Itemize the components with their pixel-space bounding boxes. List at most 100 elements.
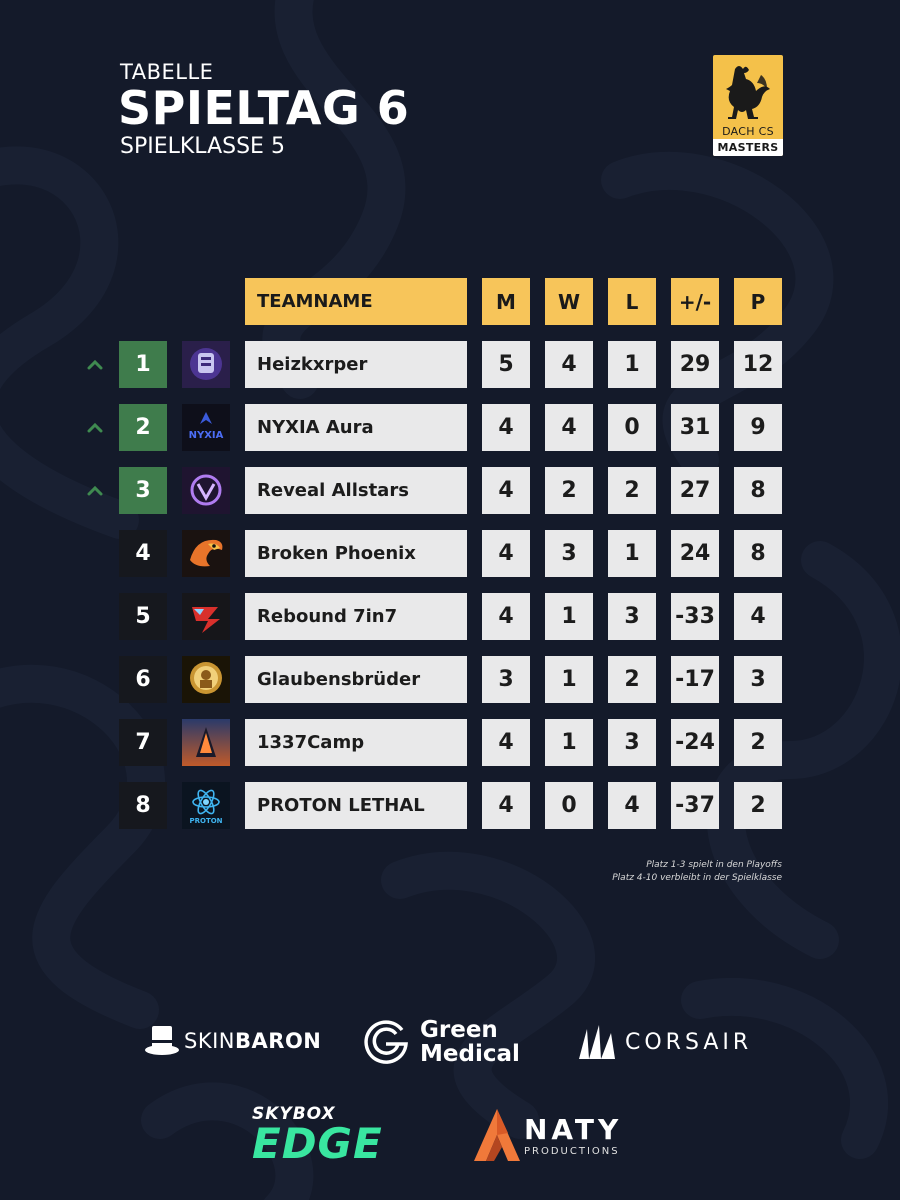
team-name: Broken Phoenix bbox=[245, 530, 467, 577]
stat-p: 12 bbox=[734, 341, 782, 388]
skinbaron-bold: BARON bbox=[235, 1029, 322, 1053]
edge-text: EDGE bbox=[252, 1119, 383, 1168]
stat-p: 9 bbox=[734, 404, 782, 451]
stat-diff: -33 bbox=[671, 593, 719, 640]
stat-diff: 31 bbox=[671, 404, 719, 451]
phoenix-logo-icon bbox=[182, 530, 230, 577]
rank-badge: 3 bbox=[119, 467, 167, 514]
stat-m: 5 bbox=[482, 341, 530, 388]
team-name: Heizkxrper bbox=[245, 341, 467, 388]
stat-l: 2 bbox=[608, 656, 656, 703]
anaty-sub-text: PRODUCTIONS bbox=[524, 1146, 620, 1157]
nyxia-logo-icon: NYXIA bbox=[182, 404, 230, 451]
stat-m: 4 bbox=[482, 530, 530, 577]
dach-cs-masters-logo: DACH CS MASTERS bbox=[713, 55, 783, 156]
stat-diff: -17 bbox=[671, 656, 719, 703]
green-medical-line1: Green bbox=[420, 1017, 498, 1043]
stat-diff: 24 bbox=[671, 530, 719, 577]
stat-diff: 29 bbox=[671, 341, 719, 388]
rank-badge: 1 bbox=[119, 341, 167, 388]
page-title: SPIELTAG 6 bbox=[118, 81, 410, 135]
team-name: Glaubensbrüder bbox=[245, 656, 467, 703]
column-header-l: L bbox=[608, 278, 656, 325]
column-header-w: W bbox=[545, 278, 593, 325]
stat-m: 4 bbox=[482, 719, 530, 766]
stat-w: 4 bbox=[545, 341, 593, 388]
top-hat-icon bbox=[145, 1026, 179, 1055]
sponsor-green-medical: Green Medical bbox=[362, 1017, 520, 1067]
stat-l: 3 bbox=[608, 593, 656, 640]
promotion-chevron-icon bbox=[87, 423, 103, 433]
anaty-text: NATY bbox=[524, 1113, 623, 1146]
stat-m: 3 bbox=[482, 656, 530, 703]
stat-m: 4 bbox=[482, 782, 530, 829]
skinbaron-thin: SKIN bbox=[184, 1029, 236, 1053]
rank-badge: 6 bbox=[119, 656, 167, 703]
stat-diff: 27 bbox=[671, 467, 719, 514]
rebound-logo-icon bbox=[182, 593, 230, 640]
note-playoffs: Platz 1-3 spielt in den Playoffs bbox=[646, 860, 782, 870]
green-medical-g-icon bbox=[364, 1020, 408, 1064]
team-name: 1337Camp bbox=[245, 719, 467, 766]
stat-w: 1 bbox=[545, 656, 593, 703]
rooster-icon bbox=[726, 66, 770, 119]
stat-diff: -24 bbox=[671, 719, 719, 766]
rank-badge: 8 bbox=[119, 782, 167, 829]
stat-l: 1 bbox=[608, 341, 656, 388]
stat-w: 3 bbox=[545, 530, 593, 577]
stat-m: 4 bbox=[482, 467, 530, 514]
team-name: NYXIA Aura bbox=[245, 404, 467, 451]
proton-logo-icon: PROTON bbox=[182, 782, 230, 829]
stat-p: 2 bbox=[734, 719, 782, 766]
stat-l: 0 bbox=[608, 404, 656, 451]
anaty-a-icon bbox=[474, 1109, 520, 1161]
stat-w: 2 bbox=[545, 467, 593, 514]
green-medical-line2: Medical bbox=[420, 1041, 520, 1067]
page-subtitle: SPIELKLASSE 5 bbox=[120, 134, 285, 159]
sponsor-anaty: NATY PRODUCTIONS bbox=[472, 1106, 622, 1164]
glaubensbrueder-logo-icon bbox=[182, 656, 230, 703]
column-header-p: P bbox=[734, 278, 782, 325]
sponsor-skybox-edge: SKYBOX EDGE bbox=[252, 1104, 383, 1168]
brand-line1: DACH CS bbox=[722, 125, 774, 138]
sponsor-corsair: CORSAIR bbox=[577, 1022, 752, 1062]
promotion-chevron-icon bbox=[87, 486, 103, 496]
note-remain: Platz 4-10 verbleibt in der Spielklasse bbox=[612, 873, 782, 883]
stat-w: 4 bbox=[545, 404, 593, 451]
rank-badge: 7 bbox=[119, 719, 167, 766]
1337camp-logo-icon bbox=[182, 719, 230, 766]
column-header-teamname: TEAMNAME bbox=[245, 278, 467, 325]
stat-l: 3 bbox=[608, 719, 656, 766]
corsair-text: CORSAIR bbox=[625, 1029, 753, 1055]
rank-badge: 2 bbox=[119, 404, 167, 451]
stat-p: 4 bbox=[734, 593, 782, 640]
brand-line2: MASTERS bbox=[713, 139, 783, 156]
stat-m: 4 bbox=[482, 593, 530, 640]
rank-badge: 4 bbox=[119, 530, 167, 577]
heizkxrper-logo-icon bbox=[182, 341, 230, 388]
stat-diff: -37 bbox=[671, 782, 719, 829]
stat-m: 4 bbox=[482, 404, 530, 451]
team-name: PROTON LETHAL bbox=[245, 782, 467, 829]
stat-l: 4 bbox=[608, 782, 656, 829]
column-header-m: M bbox=[482, 278, 530, 325]
team-name: Reveal Allstars bbox=[245, 467, 467, 514]
stat-p: 8 bbox=[734, 530, 782, 577]
svg-text:NYXIA: NYXIA bbox=[189, 430, 224, 441]
stat-p: 2 bbox=[734, 782, 782, 829]
reveal-logo-icon bbox=[182, 467, 230, 514]
rank-badge: 5 bbox=[119, 593, 167, 640]
stat-w: 1 bbox=[545, 719, 593, 766]
svg-text:PROTON: PROTON bbox=[189, 817, 222, 825]
column-header-diff: +/- bbox=[671, 278, 719, 325]
stat-p: 3 bbox=[734, 656, 782, 703]
stat-p: 8 bbox=[734, 467, 782, 514]
stat-w: 0 bbox=[545, 782, 593, 829]
skybox-text: SKYBOX bbox=[252, 1104, 336, 1124]
header-kicker: TABELLE bbox=[120, 60, 214, 84]
stat-l: 2 bbox=[608, 467, 656, 514]
corsair-sails-icon bbox=[579, 1025, 615, 1059]
sponsor-skinbaron: SKIN BARON bbox=[144, 1022, 321, 1060]
